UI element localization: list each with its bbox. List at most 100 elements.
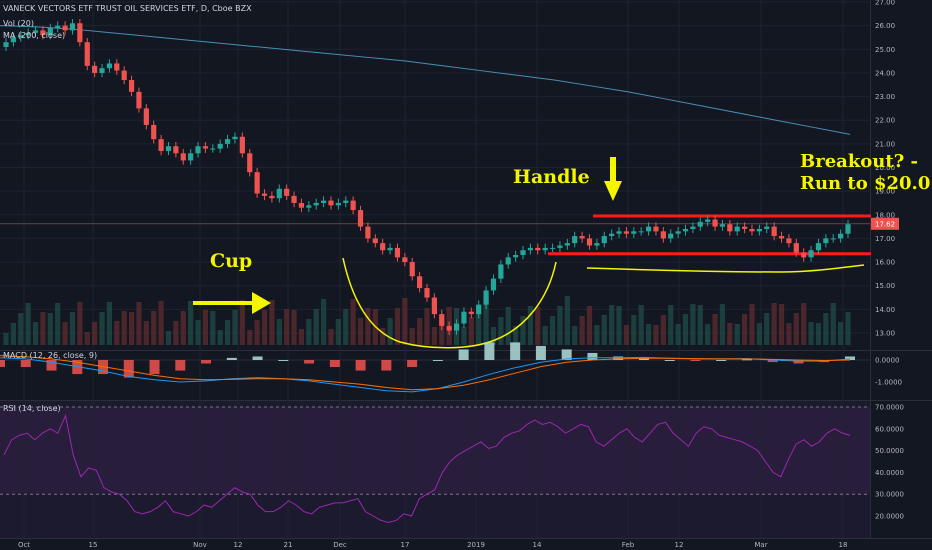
volume-bar [845, 312, 851, 345]
candle-body [645, 226, 652, 232]
macd-histogram-bar [510, 342, 521, 360]
volume-bar [276, 319, 282, 345]
volume-bar [136, 302, 142, 345]
candle-body [32, 30, 39, 33]
x-tick-label: 15 [89, 541, 98, 549]
candle-body [727, 224, 733, 232]
volume-bar [830, 303, 836, 345]
candle-body [261, 193, 268, 196]
volume-bar [380, 328, 386, 345]
cup-arrow [193, 292, 271, 314]
candle-body [239, 136, 245, 154]
volume-bar [586, 306, 593, 345]
macd-histogram-bar [767, 360, 778, 363]
candle-body [165, 146, 172, 151]
macd-histogram-bar [793, 360, 804, 364]
macd-histogram-bar [741, 359, 752, 361]
volume-bar [350, 299, 356, 345]
candle-body [128, 80, 135, 92]
candle-body [631, 231, 637, 234]
macd-histogram-bar [690, 360, 701, 361]
volume-bar [409, 328, 415, 345]
volume-bar [320, 299, 327, 345]
candle-body [284, 188, 290, 196]
volume-bar [394, 308, 401, 345]
x-tick-label: 12 [234, 541, 243, 549]
candle-body [513, 254, 519, 258]
candle-body [594, 243, 600, 246]
price-tick-label: 24.00 [875, 69, 895, 77]
x-tick-label: 14 [533, 541, 542, 549]
candle-body [188, 153, 194, 161]
volume-bar [224, 320, 231, 345]
candle-body [210, 148, 216, 150]
volume-bar [32, 322, 39, 345]
volume-bar [210, 311, 216, 345]
candle-body [535, 247, 541, 251]
volume-bar [823, 313, 829, 345]
candle-body [468, 311, 474, 315]
volume-bar [461, 327, 467, 345]
price-tick-label: 22.00 [875, 117, 895, 125]
candle-body [660, 231, 666, 239]
volume-bar [490, 327, 497, 345]
candle-body [638, 231, 644, 233]
x-tick-label: 12 [675, 541, 684, 549]
volume-bar [727, 323, 733, 345]
candle-body [557, 245, 563, 248]
rsi-tick-label: 70.0000 [875, 404, 904, 412]
candle-body [173, 146, 179, 154]
macd-histogram-bar [484, 342, 495, 360]
volume-bar [247, 330, 253, 345]
volume-bar [232, 310, 238, 345]
candle-body [313, 202, 319, 206]
volume-bar [217, 330, 223, 345]
candle-body [498, 264, 504, 279]
macd-tick-label: -1.0000 [875, 379, 902, 387]
volume-bar [328, 329, 334, 345]
candle-body [276, 188, 282, 199]
candle-body [675, 231, 681, 234]
rsi-tick-label: 60.0000 [875, 425, 904, 433]
candle-body [99, 68, 105, 73]
volume-bar [291, 310, 297, 345]
candle-body [254, 172, 260, 194]
volume-bar [838, 322, 844, 345]
volume-bar [284, 309, 290, 345]
volume-bar [616, 306, 622, 345]
volume-bar [261, 310, 268, 345]
candle-body [815, 243, 822, 251]
candle-body [490, 278, 497, 291]
breakout-annotation-line1: Breakout? - [800, 151, 918, 172]
volume-bar [239, 300, 245, 345]
symbol-title: VANECK VECTORS ETF TRUST OIL SERVICES ET… [3, 4, 252, 13]
x-tick-label: 2019 [467, 541, 485, 549]
macd-histogram-bar [355, 360, 366, 371]
volume-bar [572, 326, 578, 345]
candle-body [151, 124, 157, 140]
candle-body [771, 226, 777, 237]
macd-histogram-bar [149, 360, 160, 375]
candle-body [224, 139, 231, 144]
candle-body [845, 224, 851, 234]
volume-bar [128, 312, 135, 345]
last-price-label: 17.62 [875, 220, 895, 228]
volume-bar [542, 326, 548, 345]
volume-bar [808, 322, 814, 345]
macd-histogram-bar [561, 349, 572, 360]
volume-bar [77, 302, 83, 345]
volume-bar [815, 323, 822, 345]
volume-bar [579, 316, 585, 345]
candle-body [682, 228, 689, 232]
candle-body [453, 323, 460, 331]
candle-body [328, 200, 334, 206]
volume-bar [269, 300, 275, 345]
rsi-tick-label: 40.0000 [875, 469, 904, 477]
x-tick-label: Dec [333, 541, 347, 549]
price-tick-label: 14.00 [875, 306, 895, 314]
candle-body [690, 226, 696, 229]
volume-bar [195, 320, 201, 345]
candle-body [741, 226, 748, 229]
price-tick-label: 15.00 [875, 282, 895, 290]
